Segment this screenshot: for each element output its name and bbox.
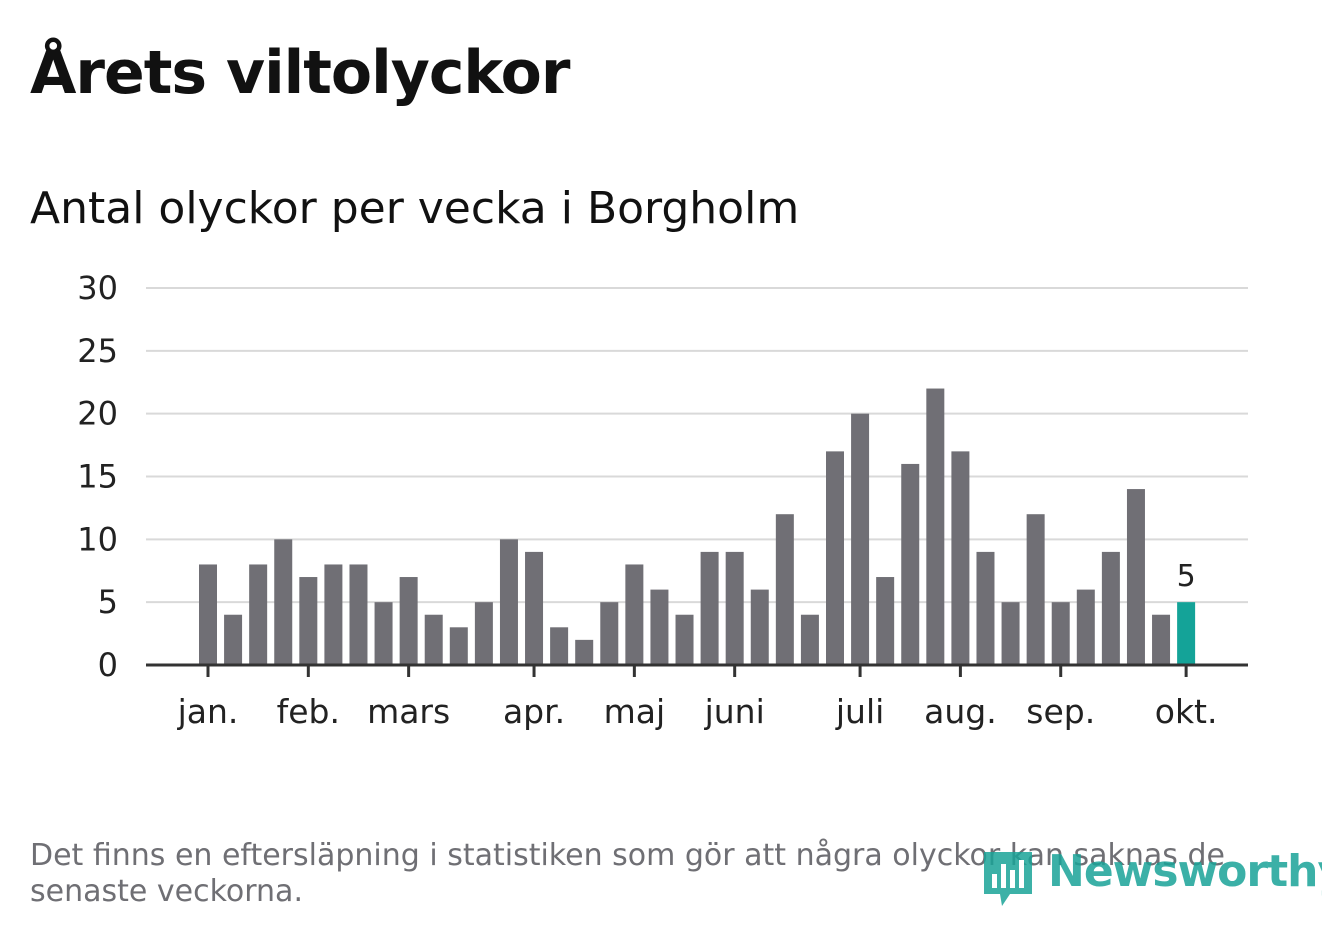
bar	[976, 551, 995, 665]
bar	[575, 639, 594, 665]
bar	[775, 514, 794, 665]
data-label: 5	[1177, 559, 1196, 594]
bar	[525, 551, 544, 665]
x-tick-label: mars	[367, 692, 450, 731]
y-tick-label: 30	[77, 269, 118, 307]
bar	[675, 614, 694, 665]
bar	[349, 564, 368, 665]
bar	[650, 589, 669, 665]
bar	[725, 551, 744, 665]
x-tick-label: sep.	[1026, 692, 1095, 731]
bar-chart: 0 5 10 15 20 25 30 5 jan. feb. mars apr. maj juni juli…	[77, 269, 1248, 731]
bar	[951, 451, 970, 665]
bar	[424, 614, 443, 665]
bar	[700, 551, 719, 665]
chart-subtitle: Antal olyckor per vecka i Borgholm	[30, 183, 800, 234]
bar	[826, 451, 844, 665]
y-tick-label: 15	[77, 458, 118, 496]
y-tick-label: 25	[77, 332, 118, 370]
bar	[224, 614, 243, 665]
bar	[399, 577, 418, 665]
bar	[474, 602, 493, 665]
bar	[299, 577, 318, 665]
bar	[625, 564, 644, 665]
chart-title: Årets viltolyckor	[30, 38, 570, 108]
highlighted-bar	[1177, 602, 1196, 665]
bar	[901, 463, 920, 665]
x-tick-label: jan.	[177, 692, 239, 731]
x-tick-label: juli	[835, 692, 884, 731]
bar	[926, 388, 945, 665]
bar	[274, 539, 293, 665]
newsworthy-bar-chart-icon	[984, 852, 1032, 906]
bar	[1051, 602, 1070, 665]
logo-text: Newsworthy	[1048, 846, 1322, 897]
y-tick-label: 5	[98, 583, 118, 621]
bar	[324, 564, 343, 665]
bar	[1152, 614, 1171, 665]
y-tick-label: 20	[77, 395, 118, 433]
bar	[750, 589, 769, 665]
bar	[1076, 589, 1095, 665]
x-tick-label: feb.	[277, 692, 340, 731]
bar	[800, 614, 819, 665]
bar	[550, 627, 569, 665]
bar	[600, 602, 619, 665]
x-tick-label: aug.	[924, 692, 997, 731]
bar	[1126, 489, 1145, 665]
bar	[374, 602, 393, 665]
bar	[199, 564, 217, 665]
bar	[449, 627, 468, 665]
bar	[851, 413, 870, 665]
bar	[249, 564, 268, 665]
y-tick-label: 10	[77, 520, 118, 558]
bar	[1101, 551, 1120, 665]
bar	[499, 539, 518, 665]
bar	[1026, 514, 1045, 665]
bar	[876, 577, 895, 665]
x-tick-label: apr.	[503, 692, 565, 731]
bar	[1001, 602, 1020, 665]
y-tick-label: 0	[98, 646, 118, 684]
x-tick-label: maj	[604, 692, 666, 731]
x-tick-label: okt.	[1155, 692, 1218, 731]
x-tick-label: juni	[704, 692, 765, 731]
